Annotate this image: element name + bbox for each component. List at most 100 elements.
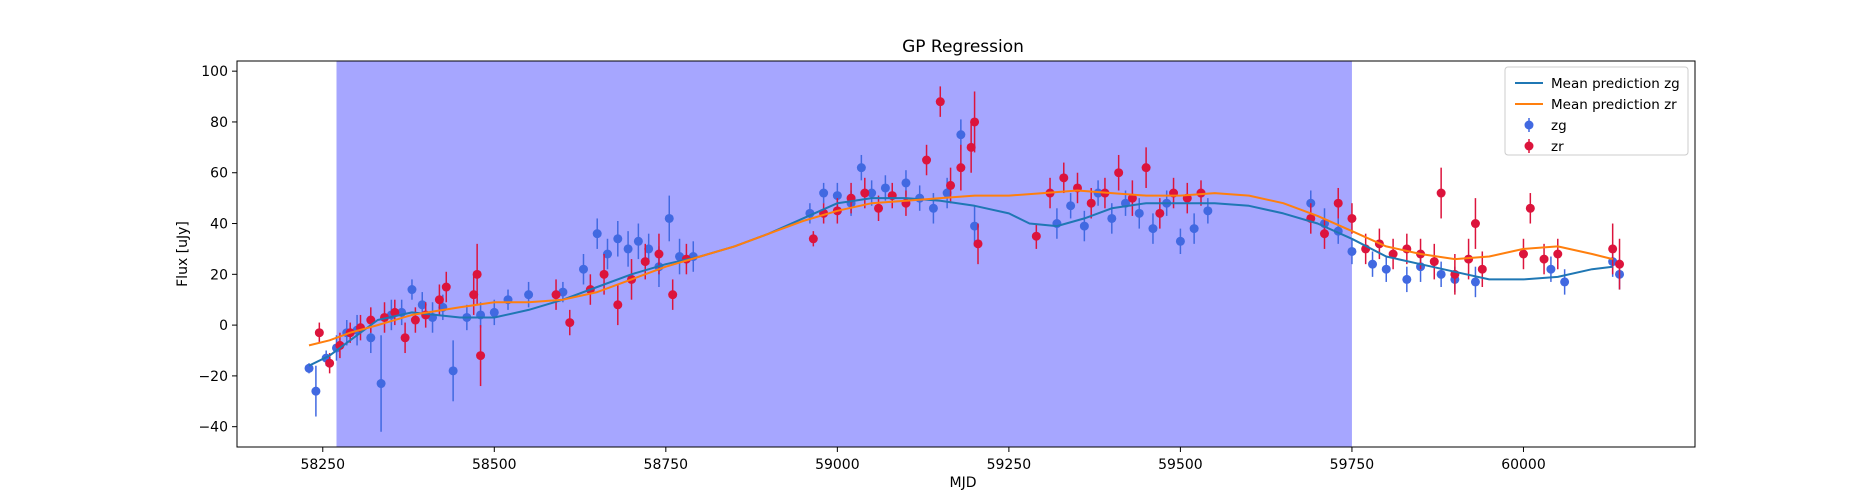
point-zr [1525, 203, 1535, 213]
point-zg [304, 363, 314, 373]
point-zr [551, 290, 561, 300]
point-zr [400, 333, 410, 343]
point-zr [1196, 188, 1206, 198]
point-zr [1127, 193, 1137, 203]
point-zr [860, 188, 870, 198]
point-zr [565, 318, 575, 328]
legend-item: zg [1524, 118, 1567, 134]
point-zg [489, 307, 499, 317]
point-zr [808, 234, 818, 244]
point-zg [592, 229, 602, 239]
point-zr [390, 307, 400, 317]
point-zr [472, 269, 482, 279]
point-zg [578, 264, 588, 274]
point-zg [1134, 208, 1144, 218]
point-zr [1464, 254, 1474, 264]
point-zr [1333, 198, 1343, 208]
y-tick-label: 100 [201, 64, 228, 80]
point-zr [1086, 198, 1096, 208]
x-tick-label: 59250 [987, 457, 1032, 473]
point-zg [664, 213, 674, 223]
legend-marker-swatch [1524, 141, 1534, 151]
point-zr [335, 340, 345, 350]
point-zg [603, 249, 613, 259]
point-zr [966, 142, 976, 152]
point-zg [1175, 236, 1185, 246]
point-zr [441, 282, 451, 292]
point-zr [1539, 254, 1549, 264]
point-zg [1470, 277, 1480, 287]
x-tick-label: 60000 [1501, 457, 1546, 473]
point-zr [1553, 249, 1563, 259]
x-tick-label: 59000 [815, 457, 860, 473]
point-zg [524, 290, 534, 300]
y-tick-label: 80 [210, 115, 228, 131]
point-zg [880, 183, 890, 193]
point-zg [1079, 221, 1089, 231]
point-zr [956, 163, 966, 173]
legend-marker-swatch [1524, 120, 1534, 130]
y-tick-label: 40 [210, 217, 228, 233]
point-zg [1560, 277, 1570, 287]
point-zg [867, 188, 877, 198]
legend-item: Mean prediction zg [1515, 76, 1680, 92]
point-zr [1388, 249, 1398, 259]
y-tick-label: −20 [198, 369, 228, 385]
point-zr [1470, 219, 1480, 229]
point-zr [1141, 163, 1151, 173]
legend-item: Mean prediction zr [1515, 97, 1677, 113]
point-zr [668, 290, 678, 300]
legend: Mean prediction zg Mean prediction zr zg zr [1504, 66, 1689, 156]
point-zg [1368, 259, 1378, 269]
mean-prediction-zr-line [308, 189, 1613, 347]
point-zg [1436, 269, 1446, 279]
point-zg [675, 252, 685, 262]
point-zg [1148, 224, 1158, 234]
point-zg [407, 285, 417, 295]
point-zr [973, 239, 983, 249]
y-axis: −40 −20 0 20 40 60 80 100 [198, 64, 237, 436]
point-zg [633, 236, 643, 246]
point-zr [1615, 259, 1625, 269]
point-zg [1546, 264, 1556, 274]
highlight-span [336, 61, 1352, 447]
plot-area [236, 60, 1696, 448]
point-zg [376, 379, 386, 389]
point-zg [366, 333, 376, 343]
y-axis-label: Flux [uJy] [175, 221, 191, 287]
point-zr [640, 257, 650, 267]
legend-label: zr [1551, 139, 1564, 155]
point-zg [1107, 213, 1117, 223]
x-axis: 58250 58500 58750 59000 59250 59500 59750 60000 [300, 447, 1546, 473]
y-tick-label: −40 [198, 420, 228, 436]
point-zr [946, 180, 956, 190]
point-zr [1319, 229, 1329, 239]
y-tick-label: 20 [210, 267, 228, 283]
point-zr [935, 97, 945, 107]
chart-title: GP Regression [902, 37, 1024, 57]
legend-label: Mean prediction zr [1551, 97, 1677, 113]
point-zg [644, 244, 654, 254]
point-zg [1203, 206, 1213, 216]
point-zr [1155, 208, 1165, 218]
x-axis-label: MJD [950, 475, 977, 491]
point-zg [819, 188, 829, 198]
point-zr [874, 203, 884, 213]
y-tick-label: 60 [210, 166, 228, 182]
point-zg [942, 188, 952, 198]
point-zg [832, 191, 842, 201]
point-zr [1477, 264, 1487, 274]
point-zr [469, 290, 479, 300]
point-zr [1518, 249, 1528, 259]
x-tick-label: 58750 [644, 457, 689, 473]
point-zr [476, 351, 486, 361]
point-zr [599, 269, 609, 279]
point-zg [901, 178, 911, 188]
y-tick-label: 0 [219, 318, 228, 334]
point-zr [613, 300, 623, 310]
point-zr [654, 249, 664, 259]
point-zg [970, 221, 980, 231]
mean-lines-layer [308, 189, 1613, 367]
point-zr [434, 295, 444, 305]
